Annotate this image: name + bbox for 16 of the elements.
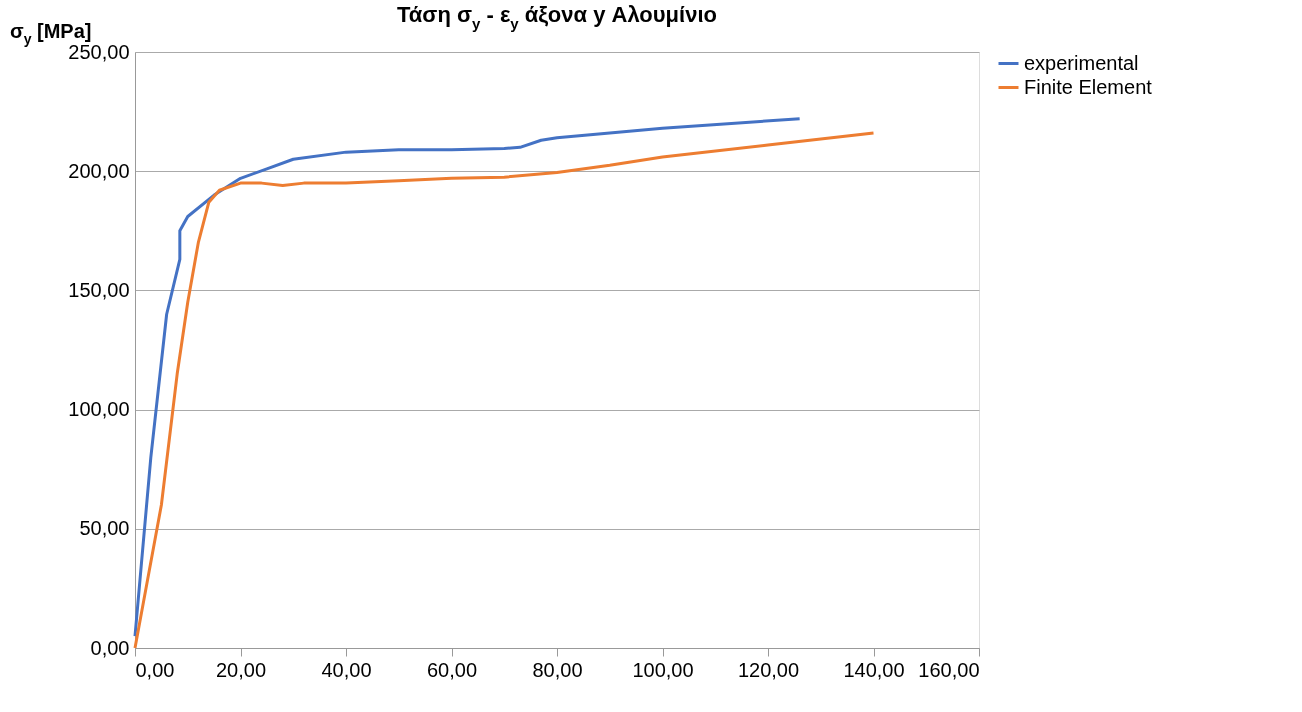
y-tick-label: 100,00 bbox=[68, 398, 130, 421]
x-tick-label: 0,00 bbox=[135, 658, 175, 681]
legend-label: Finite Element bbox=[1024, 75, 1153, 98]
x-tick-label: 160,00 bbox=[918, 658, 980, 681]
x-tick-label: 20,00 bbox=[215, 658, 267, 681]
legend-label: experimental bbox=[1024, 51, 1139, 74]
x-tick-label: 40,00 bbox=[321, 658, 372, 681]
y-tick-label: 200,00 bbox=[68, 159, 130, 182]
x-tick-label: 140,00 bbox=[843, 658, 905, 681]
y-tick-label: 0,00 bbox=[90, 636, 130, 659]
y-tick-label: 50,00 bbox=[79, 517, 130, 540]
x-tick-label: 60,00 bbox=[426, 658, 478, 681]
y-tick-label: 150,00 bbox=[68, 278, 130, 301]
x-tick-label: 80,00 bbox=[532, 658, 583, 681]
x-tick-label: 120,00 bbox=[737, 658, 800, 681]
x-tick-label: 100,00 bbox=[632, 658, 694, 681]
